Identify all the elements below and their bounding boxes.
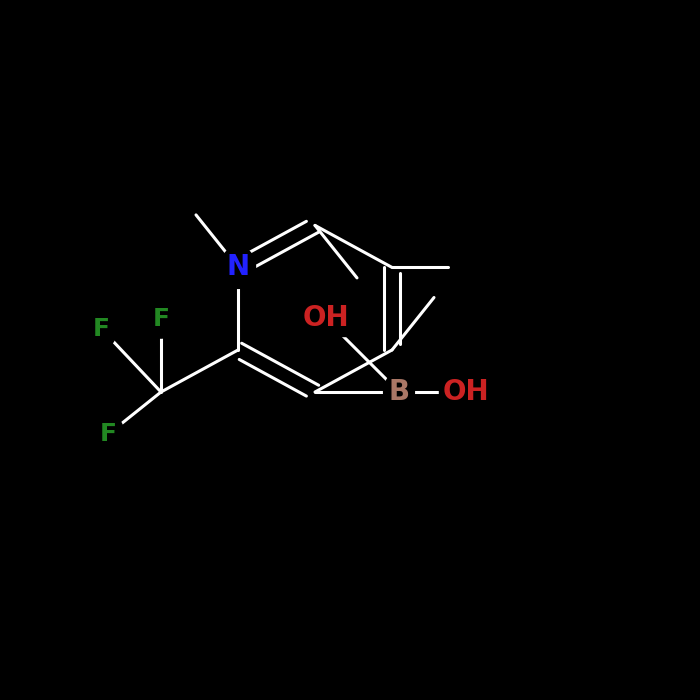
- Text: OH: OH: [442, 378, 489, 406]
- Text: F: F: [100, 422, 117, 446]
- Ellipse shape: [146, 299, 176, 338]
- Text: OH: OH: [302, 304, 349, 332]
- Ellipse shape: [220, 246, 256, 288]
- Ellipse shape: [86, 309, 117, 349]
- Bar: [302, 301, 349, 336]
- Text: N: N: [226, 253, 250, 281]
- Text: F: F: [93, 317, 110, 341]
- Text: B: B: [389, 378, 410, 406]
- Ellipse shape: [384, 372, 414, 412]
- Text: F: F: [153, 307, 169, 330]
- Bar: [440, 374, 491, 409]
- Ellipse shape: [93, 414, 124, 454]
